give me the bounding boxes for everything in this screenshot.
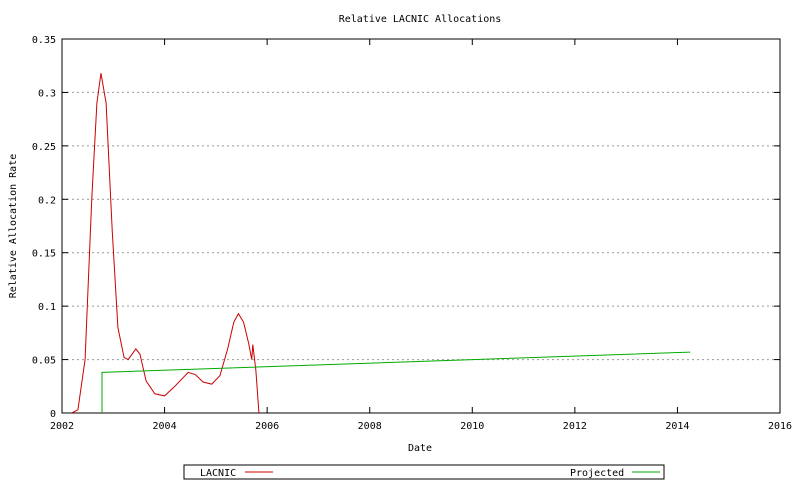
x-tick-label: 2008 bbox=[358, 421, 382, 432]
y-tick-label: 0.1 bbox=[38, 302, 56, 313]
legend-label: Projected bbox=[570, 468, 624, 479]
y-tick-label: 0.15 bbox=[32, 249, 56, 260]
chart-title: Relative LACNIC Allocations bbox=[339, 14, 502, 25]
x-tick-label: 2016 bbox=[768, 421, 792, 432]
line-series bbox=[71, 73, 260, 414]
y-tick-label: 0.3 bbox=[38, 88, 56, 99]
x-tick-label: 2014 bbox=[665, 421, 689, 432]
y-tick-label: 0.2 bbox=[38, 195, 56, 206]
y-tick-label: 0.25 bbox=[32, 142, 56, 153]
x-tick-label: 2012 bbox=[563, 421, 587, 432]
plot-frame bbox=[61, 38, 781, 414]
legend-label: LACNIC bbox=[200, 468, 236, 479]
x-tick-label: 2002 bbox=[50, 421, 74, 432]
y-tick-label: 0.05 bbox=[32, 356, 56, 367]
line-series bbox=[101, 351, 691, 413]
x-tick-label: 2010 bbox=[460, 421, 484, 432]
y-axis-label: Relative Allocation Rate bbox=[8, 154, 19, 299]
y-tick-label: 0 bbox=[50, 409, 56, 420]
x-tick-label: 2006 bbox=[255, 421, 279, 432]
x-axis-label: Date bbox=[408, 443, 432, 454]
legend-box bbox=[183, 464, 665, 480]
y-tick-label: 0.35 bbox=[32, 35, 56, 46]
x-tick-label: 2004 bbox=[153, 421, 177, 432]
